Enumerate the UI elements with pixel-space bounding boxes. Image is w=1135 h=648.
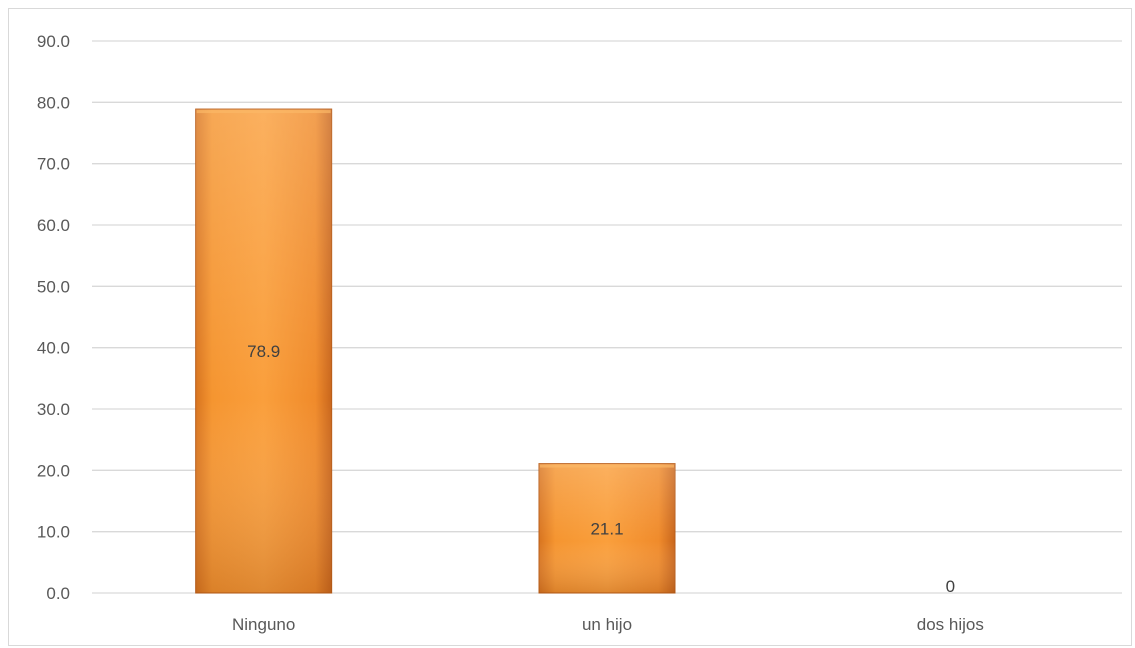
bar-top-bevel: [540, 464, 674, 468]
bars: [195, 108, 676, 594]
y-tick-label: 80.0: [37, 93, 70, 112]
data-label: 0: [946, 577, 955, 596]
data-label: 78.9: [247, 342, 280, 361]
y-tick-label: 40.0: [37, 339, 70, 358]
bar-shading: [195, 109, 332, 593]
x-tick-label: dos hijos: [917, 615, 984, 634]
y-axis-ticks: 0.0 10.0 20.0 30.0 40.0 50.0 60.0 70.0 80.0 90.0: [37, 32, 70, 603]
y-tick-label: 90.0: [37, 32, 70, 51]
x-tick-label: un hijo: [582, 615, 632, 634]
y-tick-label: 60.0: [37, 216, 70, 235]
y-tick-label: 70.0: [37, 155, 70, 174]
y-tick-label: 30.0: [37, 400, 70, 419]
bar: [195, 108, 333, 594]
y-tick-label: 20.0: [37, 461, 70, 480]
data-labels: 78.9 21.1 0: [247, 342, 955, 596]
y-tick-label: 10.0: [37, 523, 70, 542]
y-tick-label: 0.0: [46, 584, 70, 603]
x-tick-label: Ninguno: [232, 615, 295, 634]
data-label: 21.1: [590, 519, 623, 538]
bar-shading: [539, 463, 675, 593]
x-axis-ticks: Ninguno un hijo dos hijos: [232, 615, 984, 634]
bar: [538, 463, 676, 594]
y-tick-label: 50.0: [37, 277, 70, 296]
bar-top-bevel: [196, 110, 331, 114]
